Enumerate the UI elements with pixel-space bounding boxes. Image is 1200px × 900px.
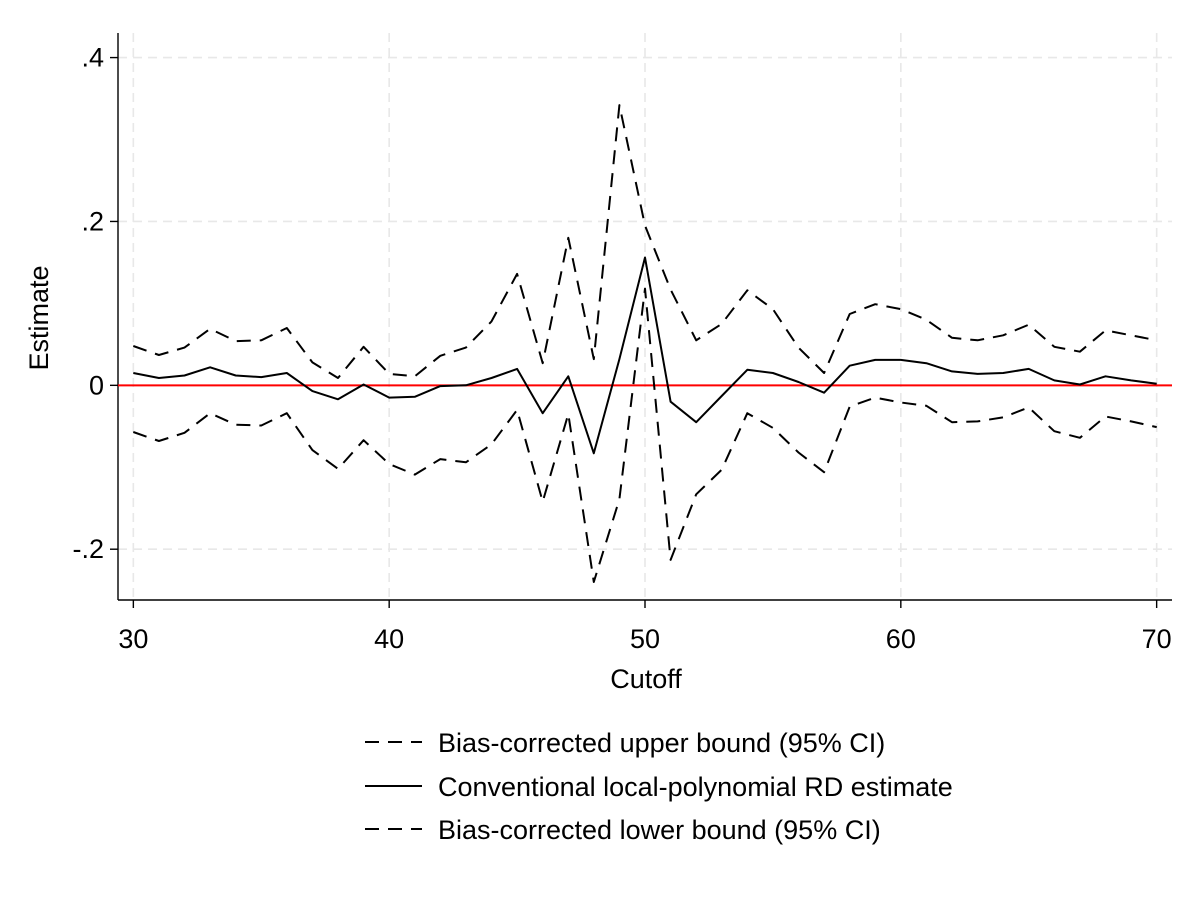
x-tick-label: 50 — [630, 624, 660, 654]
tick-labels: -.2 0 .2 .4 30 40 50 60 70 — [72, 43, 1171, 654]
grid-lines — [118, 33, 1172, 600]
y-tick-label: .2 — [81, 206, 104, 236]
series-lines — [132, 104, 1157, 583]
series-line-2 — [133, 256, 1157, 455]
y-axis-title: Estimate — [24, 265, 54, 370]
x-axis-title: Cutoff — [610, 664, 682, 694]
x-tick-label: 60 — [886, 624, 916, 654]
legend-label-2: Conventional local-polynomial RD estimat… — [438, 772, 953, 802]
series-line-3 — [132, 287, 1157, 583]
series-line-1 — [132, 104, 1157, 379]
y-tick-label: 0 — [89, 370, 104, 400]
legend-label-3: Bias-corrected lower bound (95% CI) — [438, 815, 881, 845]
legend-label-1: Bias-corrected upper bound (95% CI) — [438, 728, 885, 758]
x-tick-label: 30 — [118, 624, 148, 654]
x-tick-label: 70 — [1142, 624, 1172, 654]
y-tick-label: -.2 — [72, 534, 104, 564]
x-tick-label: 40 — [374, 624, 404, 654]
y-tick-label: .4 — [81, 43, 104, 73]
legend: Bias-corrected upper bound (95% CI) Conve… — [365, 728, 953, 845]
